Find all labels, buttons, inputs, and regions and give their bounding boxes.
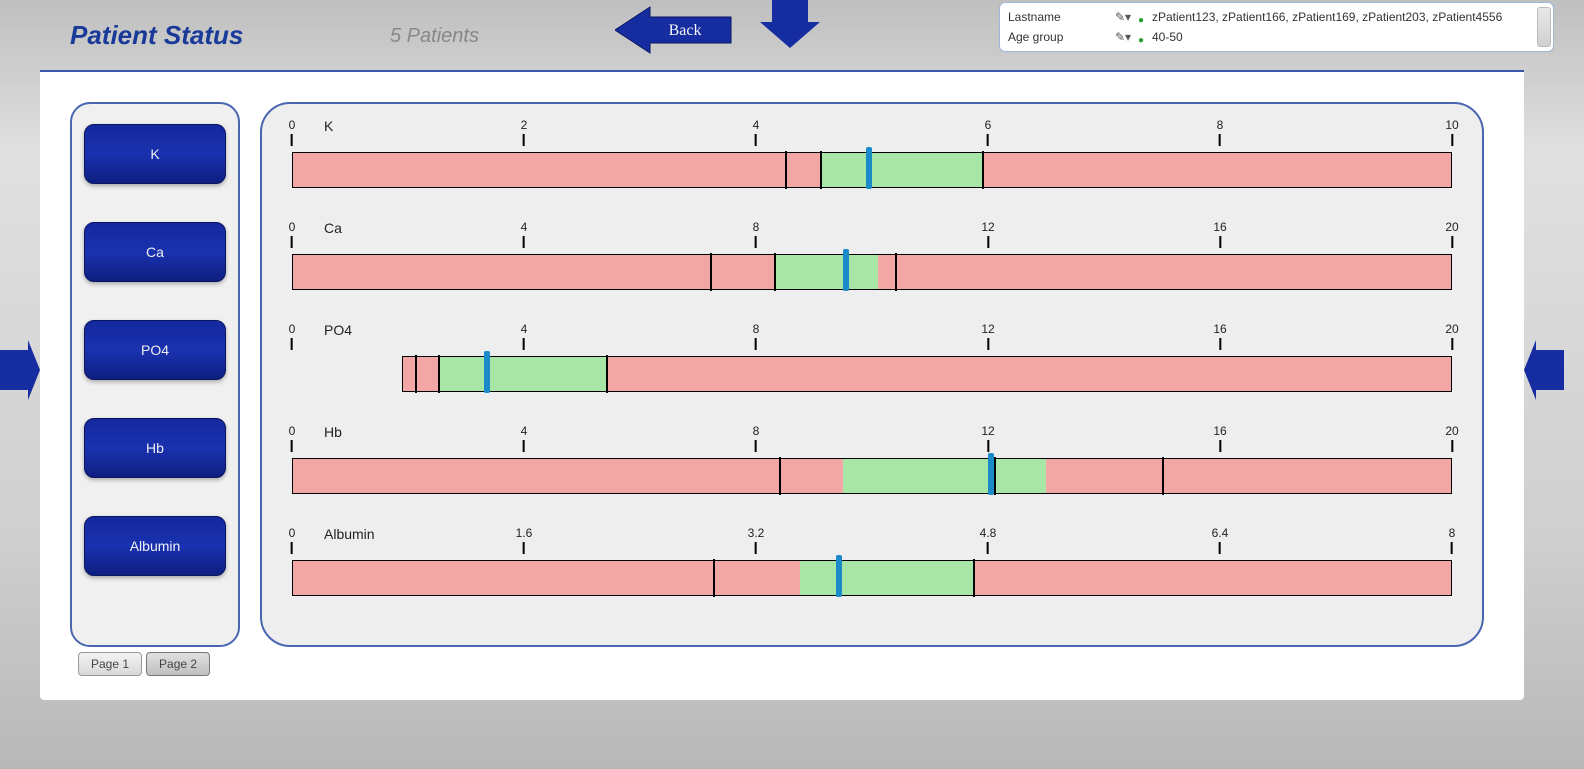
chart-bar: [292, 254, 1452, 290]
chart-panel: K0246810Ca048121620PO4048121620Hb0481216…: [260, 102, 1484, 647]
threshold-mark: [415, 355, 417, 393]
axis-tick: 8: [753, 424, 760, 452]
chart-row-ca: Ca048121620: [292, 220, 1452, 322]
axis-tick: 2: [521, 118, 528, 146]
axis-tick: 16: [1213, 322, 1226, 350]
chart-axis: 01.63.24.86.48: [292, 526, 1452, 556]
filter-row: Lastname✎▾ zPatient123, zPatient166, zPat…: [1008, 7, 1545, 27]
filter-panel: Lastname✎▾ zPatient123, zPatient166, zPat…: [999, 2, 1554, 52]
value-marker: [866, 147, 872, 189]
axis-tick: 4: [753, 118, 760, 146]
axis-tick: 20: [1445, 424, 1458, 452]
threshold-mark: [779, 457, 781, 495]
filter-value: zPatient123, zPatient166, zPatient169, z…: [1152, 10, 1545, 24]
threshold-mark: [606, 355, 608, 393]
axis-tick: 0: [289, 322, 296, 350]
value-marker: [836, 555, 842, 597]
threshold-mark: [973, 559, 975, 597]
filter-status-dot-icon: [1138, 32, 1152, 42]
axis-tick: 1.6: [516, 526, 533, 554]
chart-axis: 048121620: [292, 220, 1452, 250]
axis-tick: 4.8: [980, 526, 997, 554]
chart-axis: 0246810: [292, 118, 1452, 148]
chart-axis: 048121620: [292, 322, 1452, 352]
axis-tick: 20: [1445, 322, 1458, 350]
axis-tick: 0: [289, 424, 296, 452]
in-range-segment: [843, 459, 1046, 493]
axis-tick: 6: [985, 118, 992, 146]
parameter-button-hb[interactable]: Hb: [84, 418, 226, 478]
axis-tick: 20: [1445, 220, 1458, 248]
prev-page-arrow-icon[interactable]: [0, 340, 40, 400]
filter-value: 40-50: [1152, 30, 1545, 44]
axis-tick: 4: [521, 322, 528, 350]
filter-edit-icon[interactable]: ✎▾: [1108, 30, 1138, 44]
page-tab[interactable]: Page 1: [78, 652, 142, 676]
chart-row-hb: Hb048121620: [292, 424, 1452, 526]
page-tabs: Page 1Page 2: [78, 652, 210, 676]
axis-tick: 6.4: [1212, 526, 1229, 554]
filter-label: Age group: [1008, 30, 1108, 44]
in-range-segment: [774, 255, 878, 289]
threshold-mark: [785, 151, 787, 189]
main-panel: K Ca PO4 Hb Albumin Page 1Page 2 K 0 2 4 6 8 10 Ca 0…: [40, 70, 1524, 700]
axis-tick: 12: [981, 220, 994, 248]
threshold-mark: [895, 253, 897, 291]
axis-tick: 12: [981, 424, 994, 452]
axis-tick: 0: [289, 220, 296, 248]
chart-bar: [292, 458, 1452, 494]
axis-tick: 4: [521, 220, 528, 248]
chart-bar: [402, 356, 1452, 392]
filter-row: Age group✎▾ 40-50: [1008, 27, 1545, 47]
threshold-mark: [774, 253, 776, 291]
parameter-button-po4[interactable]: PO4: [84, 320, 226, 380]
chart-row-po4: PO4048121620: [292, 322, 1452, 424]
filter-edit-icon[interactable]: ✎▾: [1108, 10, 1138, 24]
value-marker: [484, 351, 490, 393]
page-tab[interactable]: Page 2: [146, 652, 210, 676]
filter-status-dot-icon: [1138, 12, 1152, 22]
in-range-segment: [800, 561, 974, 595]
parameter-button-albumin[interactable]: Albumin: [84, 516, 226, 576]
chart-row-albumin: Albumin01.63.24.86.48: [292, 526, 1452, 628]
next-page-arrow-icon[interactable]: [1524, 340, 1564, 400]
threshold-mark: [710, 253, 712, 291]
svg-text:Back: Back: [669, 22, 702, 39]
threshold-mark: [994, 457, 996, 495]
filter-label: Lastname: [1008, 10, 1108, 24]
chart-axis: 048121620: [292, 424, 1452, 454]
axis-tick: 0: [289, 118, 296, 146]
threshold-mark: [713, 559, 715, 597]
in-range-segment: [820, 153, 982, 187]
axis-tick: 3.2: [748, 526, 765, 554]
threshold-mark: [438, 355, 440, 393]
axis-tick: 8: [753, 220, 760, 248]
parameter-button-k[interactable]: K: [84, 124, 226, 184]
threshold-mark: [1162, 457, 1164, 495]
expand-down-arrow-icon[interactable]: [760, 0, 820, 50]
axis-tick: 16: [1213, 220, 1226, 248]
parameter-button-ca[interactable]: Ca: [84, 222, 226, 282]
axis-tick: 8: [1217, 118, 1224, 146]
value-marker: [988, 453, 994, 495]
axis-tick: 10: [1445, 118, 1458, 146]
back-button[interactable]: Back: [615, 5, 735, 55]
value-marker: [843, 249, 849, 291]
chart-bar: [292, 152, 1452, 188]
axis-tick: 8: [753, 322, 760, 350]
in-range-segment: [438, 357, 606, 391]
chart-bar: [292, 560, 1452, 596]
axis-tick: 16: [1213, 424, 1226, 452]
page-title: Patient Status: [70, 20, 243, 51]
axis-tick: 8: [1449, 526, 1456, 554]
axis-tick: 0: [289, 526, 296, 554]
threshold-mark: [820, 151, 822, 189]
parameter-sidebar: K Ca PO4 Hb Albumin: [70, 102, 240, 647]
threshold-mark: [982, 151, 984, 189]
filter-scrollbar[interactable]: [1537, 7, 1551, 47]
patient-count-label: 5 Patients: [390, 25, 479, 48]
axis-tick: 4: [521, 424, 528, 452]
axis-tick: 12: [981, 322, 994, 350]
chart-row-k: K0246810: [292, 118, 1452, 220]
